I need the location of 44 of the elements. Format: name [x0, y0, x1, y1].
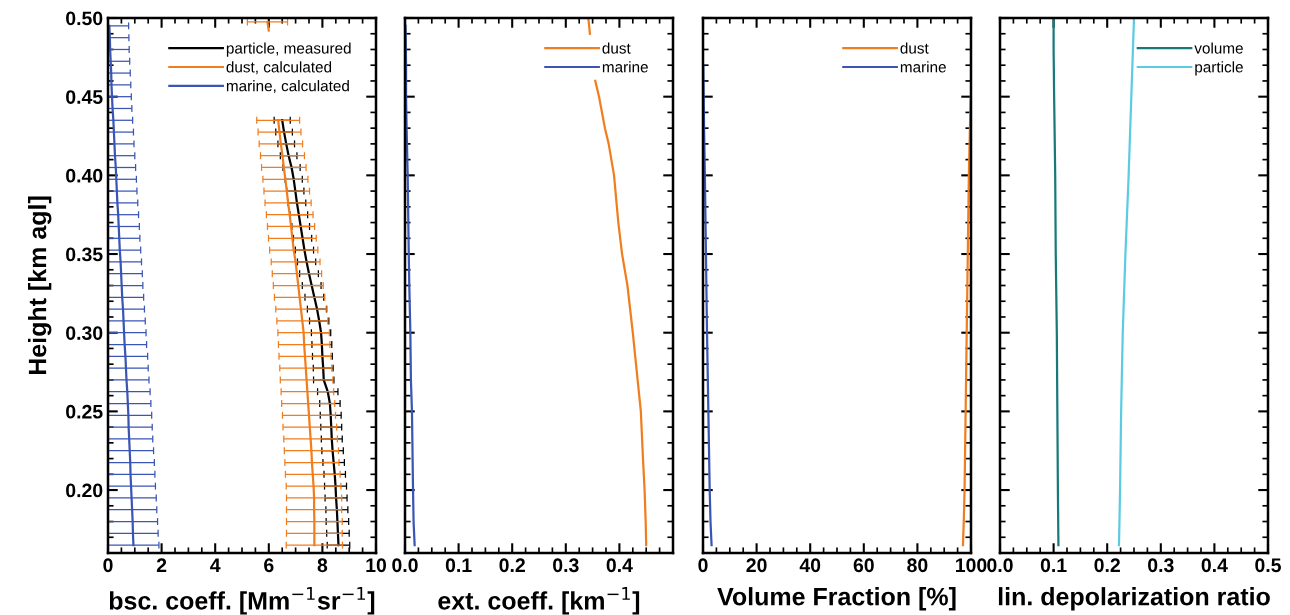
x-axis-title: Volume Fraction [%]: [717, 587, 956, 611]
x-tick-label: 4: [210, 558, 221, 572]
legend-label: dust, calculated: [226, 61, 332, 75]
legend-label: marine: [602, 61, 648, 73]
x-tick-label: 0.0: [392, 558, 418, 573]
x-tick-label: 0.1: [1040, 558, 1067, 573]
legend-label: particle: [1195, 61, 1243, 76]
x-tick-label: 100: [956, 558, 987, 573]
legend-label: marine: [900, 61, 946, 73]
y-tick-label: 0.50: [66, 11, 103, 26]
x-tick-label: 0.1: [445, 558, 472, 573]
x-tick-label: 0.0: [987, 558, 1013, 573]
legend-label: particle, measured: [226, 42, 351, 57]
x-tick-label: 60: [853, 558, 874, 573]
x-tick-label: 0.2: [1094, 558, 1120, 573]
y-tick-label: 0.35: [66, 247, 103, 262]
x-tick-label: 20: [746, 558, 767, 573]
x-tick-label: 0.4: [1201, 558, 1228, 573]
x-axis-title: ext. coeff. [km$^{−1}$]: [438, 587, 640, 615]
x-tick-label: 80: [907, 558, 928, 573]
x-axis-title: bsc. coeff. [Mm$^{−1}$sr$^{−1}$]: [109, 587, 375, 615]
x-tick-label: 40: [799, 558, 821, 573]
x-tick-label: 0.5: [1255, 558, 1281, 573]
x-tick-label: 8: [317, 558, 328, 573]
legend-label: marine, calculated: [226, 80, 349, 94]
x-axis-title: lin. depolarization ratio: [998, 587, 1270, 611]
y-tick-label: 0.30: [66, 326, 103, 340]
x-tick-label: 0: [698, 558, 708, 573]
legend-label: dust: [602, 42, 631, 54]
y-axis-title: Height [km agl]: [28, 196, 52, 375]
legend-label: dust: [900, 42, 929, 54]
x-tick-label: 0.4: [606, 558, 633, 573]
legend-label: volume: [1194, 42, 1243, 54]
x-tick-label: 0.3: [1148, 558, 1174, 573]
y-tick-label: 0.45: [66, 90, 103, 104]
x-tick-label: 0.2: [499, 558, 525, 573]
x-tick-label: 0: [103, 558, 113, 573]
x-tick-label: 0.3: [553, 558, 579, 573]
x-tick-label: 2: [156, 558, 167, 572]
x-tick-label: 10: [366, 558, 387, 573]
y-tick-label: 0.25: [66, 404, 103, 419]
y-tick-label: 0.20: [66, 483, 103, 498]
x-tick-label: 6: [264, 558, 274, 573]
y-tick-label: 0.40: [66, 168, 103, 183]
